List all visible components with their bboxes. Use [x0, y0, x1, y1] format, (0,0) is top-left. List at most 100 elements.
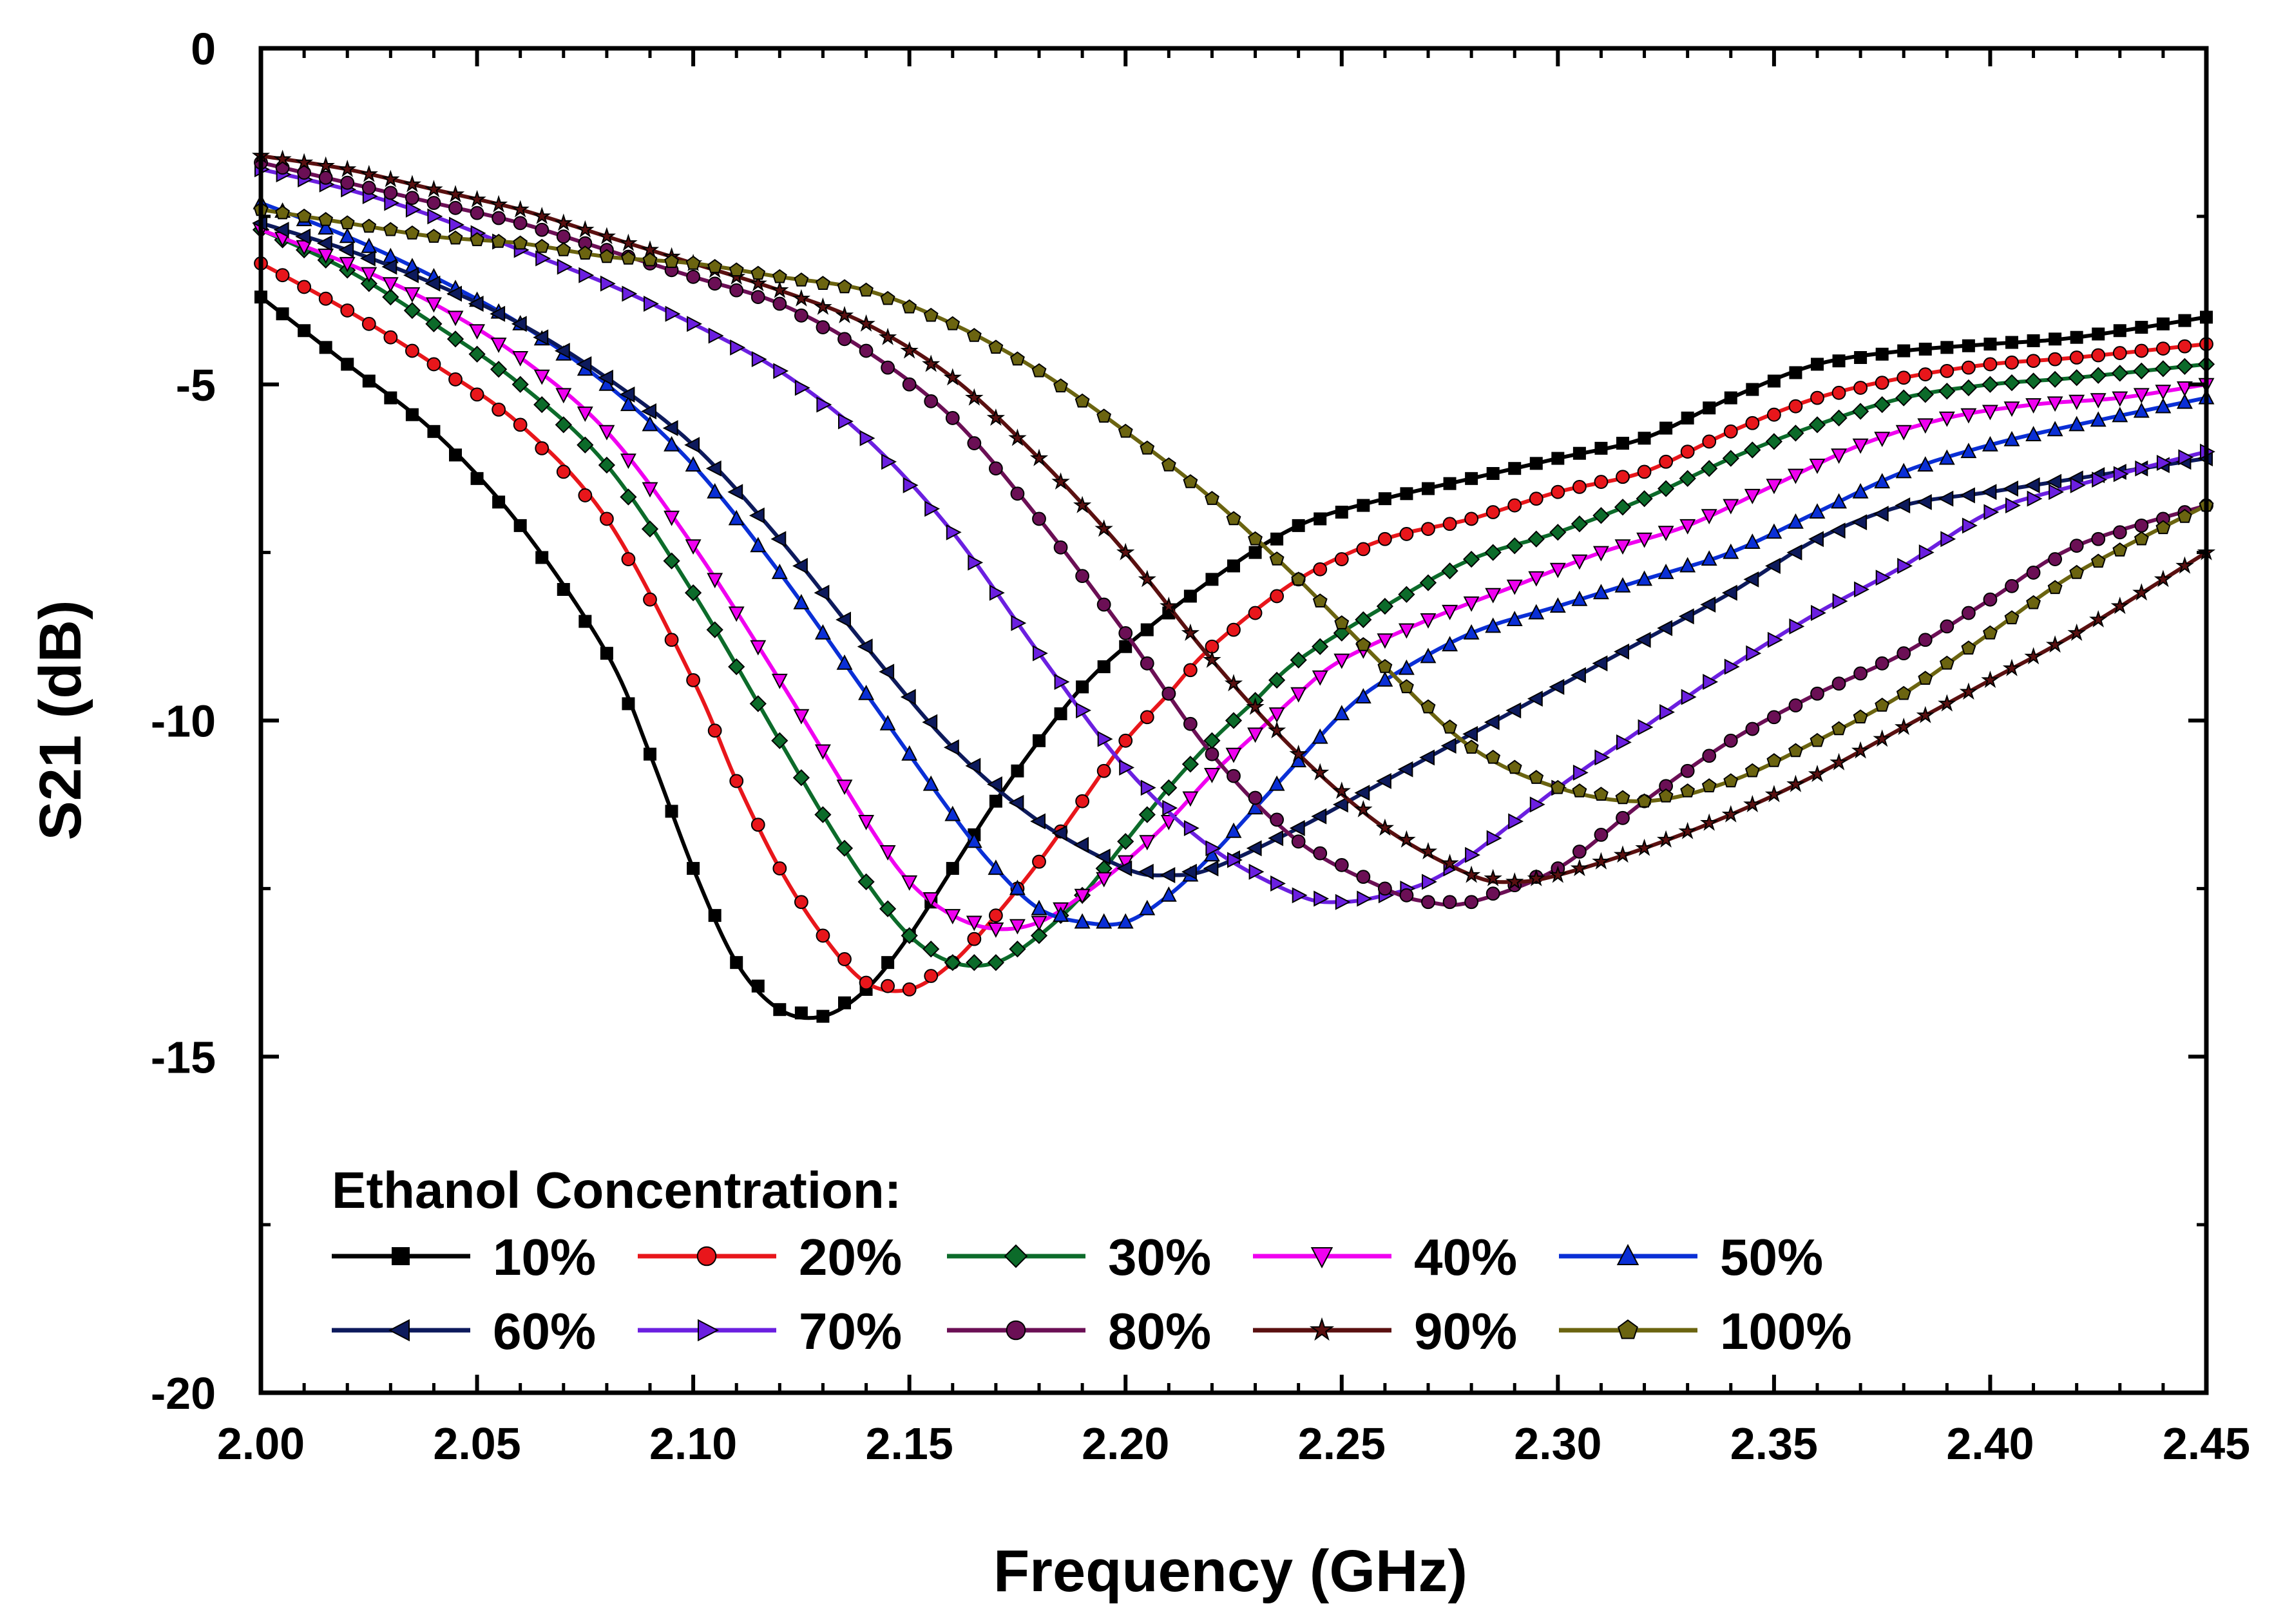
data-point: [794, 379, 810, 396]
legend-item-60pct: 60%: [332, 1303, 596, 1360]
data-point: [1657, 620, 1673, 636]
data-point: [535, 222, 549, 237]
y-axis-label: S21 (dB): [28, 600, 93, 840]
data-point: [903, 477, 919, 493]
data-point: [1745, 721, 1760, 736]
data-point: [922, 892, 939, 908]
data-point: [316, 235, 332, 252]
data-point: [1638, 432, 1651, 445]
data-point: [2027, 334, 2040, 347]
data-point: [1551, 484, 1565, 499]
data-point: [1721, 805, 1740, 823]
data-point: [902, 299, 917, 314]
data-point: [446, 330, 464, 348]
data-point: [276, 307, 289, 321]
data-point: [708, 327, 724, 344]
data-point: [2133, 362, 2150, 380]
data-point: [1960, 408, 1977, 424]
data-point: [1486, 830, 1502, 846]
data-point: [2112, 525, 2127, 540]
data-point: [1960, 487, 1975, 504]
data-point: [1918, 544, 1935, 561]
data-point: [1918, 367, 1933, 381]
legend-item-40pct: 40%: [1253, 1228, 1517, 1286]
data-point: [1788, 399, 1803, 414]
data-point: [2177, 508, 2192, 523]
data-point: [966, 954, 983, 971]
data-point: [1830, 522, 1846, 539]
data-point: [1355, 611, 1372, 629]
data-point: [2176, 358, 2193, 376]
data-point: [1678, 821, 1697, 839]
data-point: [1270, 812, 1285, 827]
data-point: [1940, 531, 1956, 548]
data-point: [1701, 509, 1717, 525]
data-point: [1051, 825, 1067, 841]
data-point: [1268, 775, 1285, 791]
data-point: [1549, 524, 1567, 541]
data-point: [511, 316, 527, 332]
data-point: [1009, 919, 1026, 935]
data-point: [2046, 370, 2064, 388]
data-point: [2133, 388, 2150, 404]
data-point: [554, 213, 573, 231]
data-point: [1789, 366, 1802, 379]
data-point: [1787, 468, 1804, 484]
data-point: [535, 551, 549, 564]
data-point: [361, 316, 376, 331]
data-point: [383, 186, 398, 200]
data-point: [966, 328, 982, 342]
data-point: [1440, 854, 1459, 872]
data-point: [2113, 466, 2129, 482]
data-point: [492, 495, 506, 509]
data-point: [1010, 351, 1025, 366]
legend-label: 60%: [493, 1303, 596, 1360]
data-point: [1940, 341, 1954, 354]
data-point: [1594, 441, 1608, 455]
data-point: [750, 817, 765, 832]
data-point: [1831, 385, 1846, 400]
series-line: [260, 201, 2207, 927]
data-point: [597, 227, 616, 245]
data-point: [1592, 852, 1610, 870]
data-point: [1746, 383, 1759, 396]
data-point: [838, 413, 854, 430]
x-tick-label: 2.40: [1946, 1419, 2034, 1469]
data-point: [1506, 537, 1524, 555]
data-point: [881, 956, 895, 970]
data-point: [771, 673, 788, 689]
data-point: [924, 501, 941, 517]
data-point: [425, 180, 443, 198]
data-point: [1248, 790, 1263, 805]
data-point: [1076, 702, 1091, 719]
data-point: [1442, 604, 1458, 620]
data-point: [1981, 484, 1997, 501]
data-point: [1571, 590, 1588, 606]
data-point: [318, 170, 333, 185]
data-point: [2003, 374, 2021, 392]
data-point: [2154, 569, 2173, 588]
data-point: [489, 195, 508, 213]
data-point: [275, 268, 290, 283]
data-point: [1895, 717, 1913, 736]
data-point: [1551, 452, 1565, 465]
data-point: [1982, 405, 1998, 421]
data-point: [1703, 401, 1716, 415]
data-point: [1311, 763, 1330, 781]
data-point: [879, 845, 896, 861]
data-point: [318, 219, 334, 235]
data-point: [1981, 671, 2000, 689]
data-point: [405, 201, 421, 218]
data-point: [1118, 733, 1133, 748]
data-point: [490, 338, 507, 353]
legend-label: 40%: [1414, 1228, 1517, 1286]
data-point: [1117, 913, 1134, 929]
data-point: [2112, 346, 2127, 360]
data-point: [600, 275, 616, 292]
data-point: [555, 388, 572, 404]
data-point: [1549, 562, 1566, 578]
plot-lines: [251, 146, 2216, 1023]
data-point: [1422, 482, 1435, 495]
series-30pct: [252, 221, 2215, 971]
